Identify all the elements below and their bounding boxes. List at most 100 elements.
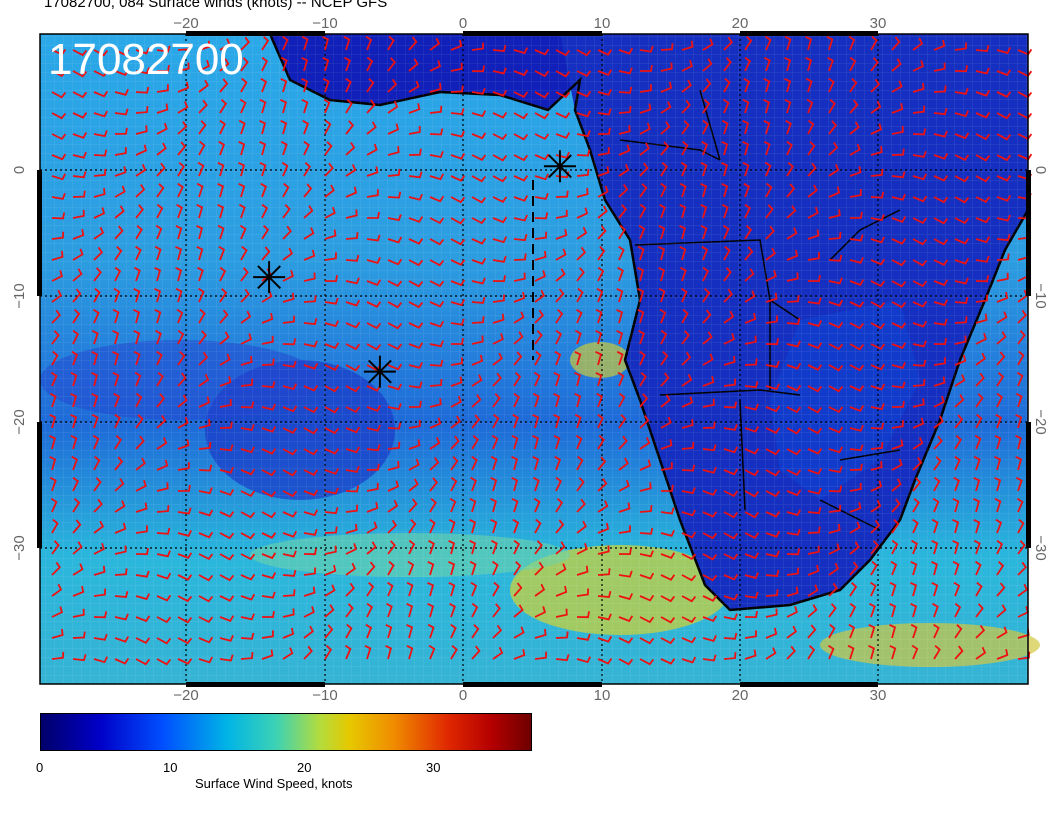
wind-barb <box>639 84 652 93</box>
wind-barb <box>492 333 504 345</box>
wind-barb <box>51 231 65 240</box>
lon-tick-top: −10 <box>312 15 337 32</box>
wind-barb <box>219 398 232 408</box>
lon-tick-top: 30 <box>870 15 887 32</box>
wind-barb <box>133 308 140 324</box>
wind-barb <box>786 140 793 156</box>
wind-barb <box>259 98 267 114</box>
wind-barb <box>597 613 612 621</box>
wind-barb <box>744 246 754 261</box>
wind-barb <box>177 507 192 515</box>
wind-barb <box>723 490 739 498</box>
wind-barb <box>175 287 183 303</box>
wind-barb <box>828 426 844 434</box>
wind-barb <box>534 133 550 141</box>
wind-barb <box>512 518 520 534</box>
wind-barb <box>156 183 165 198</box>
wind-barb <box>345 343 361 351</box>
wind-barb <box>807 584 819 597</box>
lat-tick-right: −10 <box>1032 283 1049 308</box>
wind-barb <box>954 175 970 183</box>
wind-barb <box>1016 497 1024 513</box>
wind-barb <box>49 434 56 450</box>
wind-barb <box>849 444 864 452</box>
wind-barb <box>975 333 987 345</box>
wind-barb <box>72 209 85 219</box>
wind-barb <box>784 56 792 72</box>
wind-barb <box>450 85 464 93</box>
wind-barb <box>93 110 109 118</box>
wind-barb <box>805 77 813 93</box>
wind-barb <box>344 644 352 660</box>
wind-barb <box>324 206 336 219</box>
wind-barb <box>219 331 230 345</box>
wind-map: −20 −10 0 10 20 30 −20 −10 0 10 20 30 0 … <box>11 15 1049 700</box>
wind-barb <box>765 550 780 558</box>
wind-barb <box>408 238 424 245</box>
wind-barb <box>345 603 354 618</box>
wind-barb <box>366 143 378 156</box>
wind-barb <box>177 394 188 408</box>
wind-barb <box>261 469 277 477</box>
wind-barb <box>597 225 607 240</box>
wind-barb <box>553 371 561 387</box>
wind-barb <box>51 583 63 597</box>
wind-barb <box>261 381 276 389</box>
wind-barb <box>933 175 949 182</box>
wind-barb <box>177 81 190 93</box>
wind-barb <box>933 456 942 471</box>
wind-barb <box>807 448 823 455</box>
wind-barb <box>807 274 821 283</box>
wind-barb <box>889 581 897 597</box>
wind-barb <box>932 602 939 618</box>
wind-barb <box>1017 330 1026 345</box>
wind-barb <box>996 291 1009 303</box>
wind-barb <box>324 275 338 283</box>
wind-barb <box>828 277 843 285</box>
wind-barb <box>786 385 802 392</box>
wind-barb <box>891 322 907 329</box>
wind-barb <box>639 658 655 666</box>
wind-barb <box>156 45 171 53</box>
wind-barb <box>219 553 235 561</box>
wind-barb <box>471 257 487 265</box>
wind-barb <box>259 119 267 135</box>
wind-barb <box>219 288 228 303</box>
wind-barb <box>765 530 781 538</box>
wind-barb <box>954 602 962 618</box>
wind-barb <box>429 173 445 181</box>
wind-barb <box>112 371 120 387</box>
wind-barb <box>303 295 317 303</box>
wind-barb <box>177 484 191 492</box>
wind-barb <box>156 616 172 624</box>
wind-barb <box>219 635 234 642</box>
wind-barb <box>555 268 566 282</box>
wind-barb <box>891 171 906 179</box>
wind-barb <box>807 162 817 177</box>
wind-barb <box>765 247 776 261</box>
wind-barb <box>448 581 456 597</box>
wind-barb <box>933 435 943 450</box>
wind-barb <box>660 394 671 408</box>
wind-barb <box>912 398 925 408</box>
wind-barb <box>261 36 270 51</box>
wind-barb <box>953 476 961 492</box>
wind-barb <box>429 398 442 408</box>
wind-barb <box>324 229 337 240</box>
wind-barb <box>72 132 88 139</box>
wind-barb <box>492 294 505 303</box>
wind-barb <box>324 320 340 328</box>
wind-barb <box>765 448 781 456</box>
wind-barb <box>994 434 1002 450</box>
wind-barb <box>870 383 886 391</box>
wind-barb <box>513 234 528 242</box>
wind-barb <box>51 606 63 618</box>
wind-barb <box>261 630 274 639</box>
wind-barb <box>219 119 226 135</box>
wind-barb <box>849 189 862 198</box>
wind-barb <box>429 259 445 267</box>
wind-barb <box>51 91 67 99</box>
wind-barb <box>681 40 694 51</box>
wind-barb <box>471 354 484 366</box>
wind-barb <box>617 266 624 282</box>
